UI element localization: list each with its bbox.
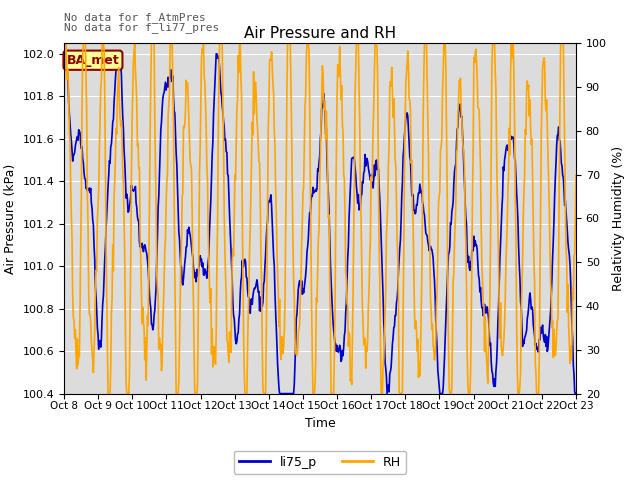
li75_p — [121, 159, 129, 165]
RH — [374, 85, 381, 91]
Line: li75_p: li75_p — [64, 54, 576, 394]
RH — [104, 391, 112, 396]
Text: No data for f̲li77_pres: No data for f̲li77_pres — [64, 22, 220, 33]
RH — [572, 172, 580, 178]
li75_p — [276, 391, 284, 396]
li75_p — [241, 257, 248, 263]
Y-axis label: Air Pressure (kPa): Air Pressure (kPa) — [4, 163, 17, 274]
RH — [403, 70, 410, 75]
RH — [216, 40, 223, 46]
li75_p — [61, 51, 68, 57]
li75_p — [572, 391, 580, 396]
li75_p — [374, 165, 381, 170]
Title: Air Pressure and RH: Air Pressure and RH — [244, 25, 396, 41]
li75_p — [60, 66, 68, 72]
li75_p — [215, 55, 223, 61]
RH — [260, 391, 268, 396]
li75_p — [260, 281, 268, 287]
RH — [122, 330, 129, 336]
Y-axis label: Relativity Humidity (%): Relativity Humidity (%) — [612, 146, 625, 291]
Text: No data for f_AtmPres: No data for f_AtmPres — [64, 12, 205, 23]
Legend: li75_p, RH: li75_p, RH — [234, 451, 406, 474]
RH — [62, 40, 70, 46]
Text: BA_met: BA_met — [67, 54, 119, 67]
Line: RH: RH — [64, 43, 576, 394]
li75_p — [403, 113, 410, 119]
RH — [60, 95, 68, 101]
X-axis label: Time: Time — [305, 417, 335, 430]
RH — [241, 391, 249, 396]
